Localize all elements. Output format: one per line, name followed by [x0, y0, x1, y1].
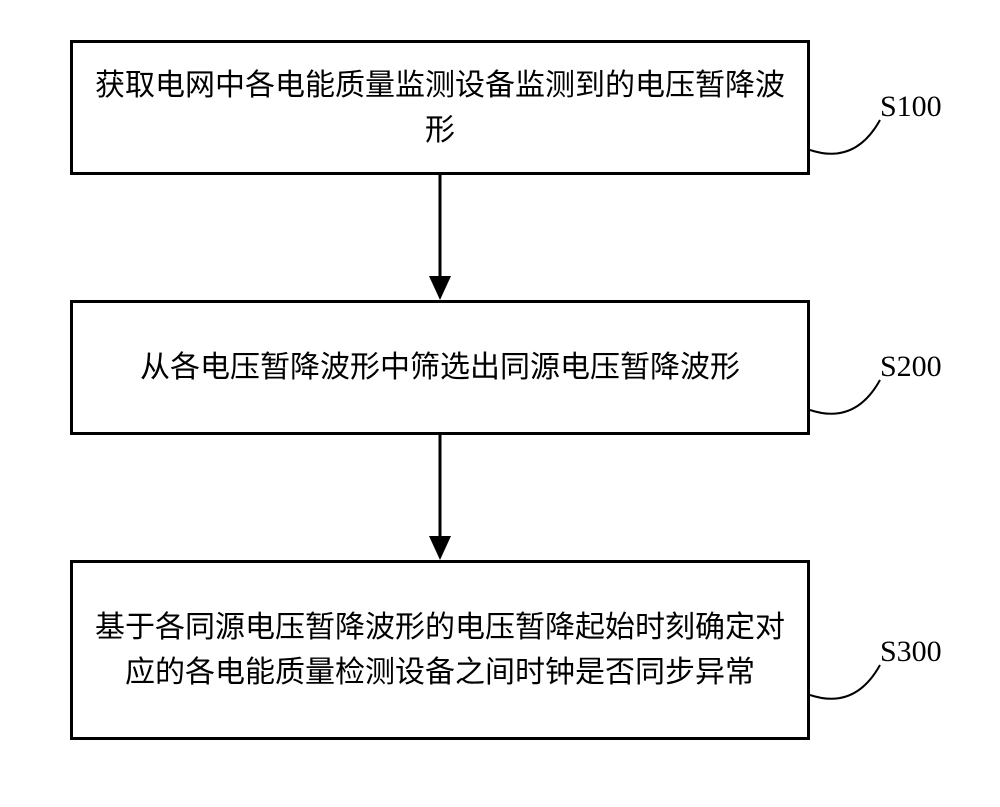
- step-label-s100: S100: [880, 90, 942, 124]
- callout-curve-s300: [0, 0, 1000, 807]
- step-label-s300: S300: [880, 635, 942, 669]
- flowchart-canvas: 获取电网中各电能质量监测设备监测到的电压暂降波形 从各电压暂降波形中筛选出同源电…: [0, 0, 1000, 807]
- step-label-s200: S200: [880, 350, 942, 384]
